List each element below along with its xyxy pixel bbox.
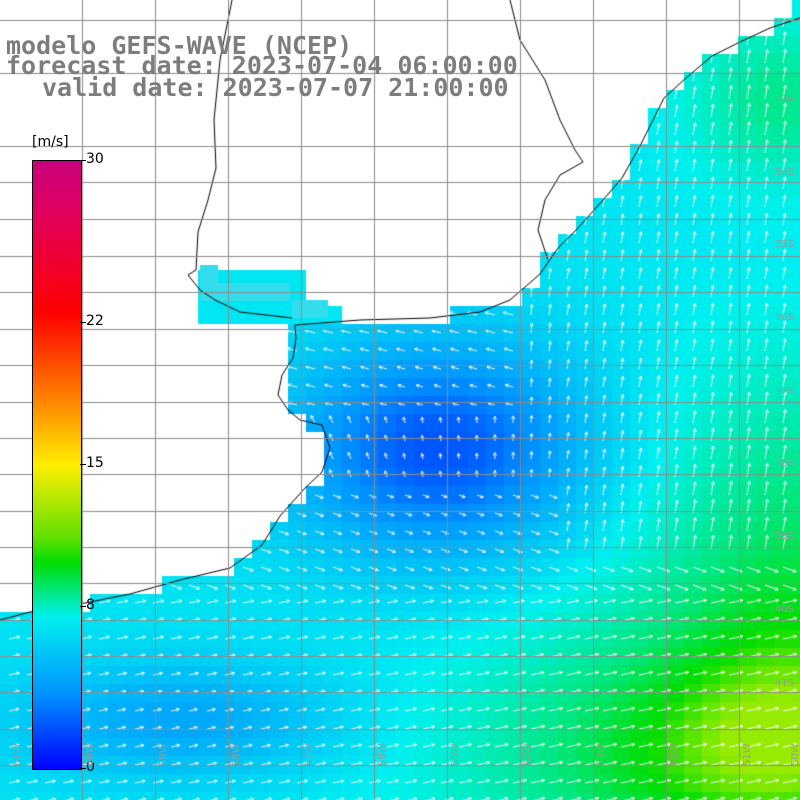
colorbar-label: 15 — [86, 455, 104, 471]
colorbar — [32, 160, 82, 770]
colorbar-tick — [80, 160, 86, 161]
longitude-label: 55W — [450, 743, 461, 766]
longitude-label: 56W — [377, 743, 388, 766]
longitude-label: 58W — [231, 743, 242, 766]
colorbar-label: 0 — [86, 759, 95, 775]
model-title: modelo GEFS-WAVE (NCEP) — [6, 31, 353, 60]
latitude-label: 34S — [774, 167, 794, 178]
latitude-label: 40S — [774, 604, 794, 615]
longitude-label: 54W — [523, 743, 534, 766]
colorbar-label: 8 — [86, 596, 95, 613]
latitude-label: 41S — [774, 678, 794, 689]
latitude-label: 33S — [774, 94, 794, 105]
longitude-label: 59W — [158, 743, 169, 766]
valid-date: valid date: 2023-07-07 21:00:00 — [42, 73, 509, 102]
colorbar-label: 30 — [86, 151, 104, 167]
longitude-label: 52W — [669, 743, 680, 766]
longitude-label: 57W — [304, 743, 315, 766]
colorbar-tick — [80, 464, 86, 465]
longitude-label: 60W — [85, 743, 96, 766]
latitude-label: 37S — [774, 386, 794, 397]
longitude-label: 53W — [596, 743, 607, 766]
colorbar-label: 22 — [86, 313, 104, 330]
longitude-label: 50W — [790, 743, 800, 766]
colorbar-tick — [80, 768, 86, 769]
latitude-label: 36S — [774, 312, 794, 323]
latitude-label: 35S — [774, 239, 794, 250]
forecast-date: forecast date: 2023-07-04 06:00:00 — [6, 51, 518, 80]
longitude-label: 51W — [742, 743, 753, 766]
latitude-label: 38S — [774, 458, 794, 469]
longitude-label: 61W — [12, 743, 23, 766]
colorbar-tick — [80, 322, 86, 324]
colorbar-unit: [m/s] — [32, 134, 69, 150]
colorbar-tick — [80, 605, 86, 607]
latitude-label: 39S — [774, 531, 794, 542]
